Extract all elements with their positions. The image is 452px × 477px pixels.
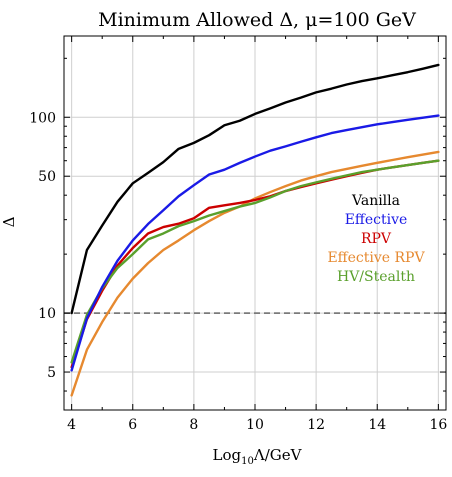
series-line-hv-stealth xyxy=(70,159,440,364)
y-tick-label: 100 xyxy=(29,110,56,126)
series-layer xyxy=(70,63,440,397)
x-tick-label: 14 xyxy=(368,417,386,433)
series-line-effective-rpv xyxy=(70,150,440,397)
x-tick-label: 10 xyxy=(246,417,264,433)
axis-ticks: 4 6 8 10 12 14 16 5 10 50 100 xyxy=(29,36,447,433)
y-tick-label: 10 xyxy=(38,306,56,322)
series-line-vanilla xyxy=(70,63,440,315)
x-tick-label: 16 xyxy=(429,417,447,433)
y-tick-label: 5 xyxy=(47,365,56,381)
x-tick-label: 6 xyxy=(128,417,137,433)
y-tick-label: 50 xyxy=(38,169,56,185)
x-axis-label-base: Log xyxy=(213,446,242,464)
x-tick-label: 12 xyxy=(307,417,325,433)
legend-entry-hv-stealth: HV/Stealth xyxy=(337,269,415,285)
chart-title: Minimum Allowed Δ, μ=100 GeV xyxy=(98,9,416,31)
series-line-effective xyxy=(70,114,440,372)
x-axis-label-subscript: 10 xyxy=(241,456,254,467)
legend: Vanilla Effective RPV Effective RPV HV/Steal… xyxy=(327,193,425,285)
legend-entry-effective-rpv: Effective RPV xyxy=(327,250,425,266)
x-axis-label: Log10Λ/GeV xyxy=(213,446,303,467)
legend-entry-effective: Effective xyxy=(345,212,408,228)
x-tick-label: 8 xyxy=(189,417,198,433)
x-axis-label-rest: Λ/GeV xyxy=(253,446,303,464)
legend-entry-rpv: RPV xyxy=(361,231,392,247)
y-axis-label: Δ xyxy=(0,216,18,227)
legend-entry-vanilla: Vanilla xyxy=(351,193,400,209)
x-tick-label: 4 xyxy=(67,417,76,433)
